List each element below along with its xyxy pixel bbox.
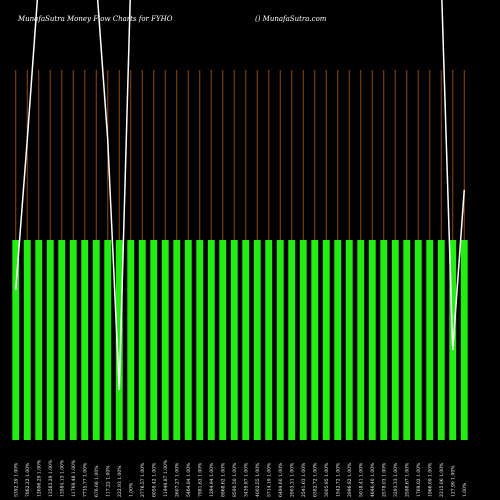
bar	[58, 240, 66, 440]
bar	[115, 240, 123, 440]
x-tick-label: 1294.94 1.00%	[209, 462, 215, 497]
bar	[357, 240, 365, 440]
x-tick-label: 5018.41 1.00%	[358, 462, 364, 497]
x-tick-label: 5392.39 1.00%	[13, 462, 19, 497]
x-tick-label: 13584.13 1.00%	[59, 459, 65, 497]
bar	[299, 240, 307, 440]
x-tick-label: 2776.57 1.00%	[140, 462, 146, 497]
x-tick-label: 11949.87 1.00%	[163, 459, 169, 497]
x-tick-label: 8590.50 1.00%	[232, 462, 238, 497]
x-tick-label: 12696.29 1.00%	[36, 459, 42, 497]
x-tick-label: 127.99 1.00%	[450, 465, 456, 497]
bar	[150, 240, 158, 440]
x-tick-label: 6059.42 1.00%	[151, 462, 157, 497]
x-labels: 5392.39 1.00% 7862.22 1.00% 12696.29 1.00%…	[13, 459, 468, 497]
bar	[391, 240, 399, 440]
bar	[276, 240, 284, 440]
x-tick-label: 2607.27 1.00%	[174, 462, 180, 497]
chart-title: MunafaSutra Money Flow Charts for FYHO	[17, 15, 173, 23]
x-tick-label: 1542.72 1.00%	[335, 462, 341, 497]
bar	[322, 240, 330, 440]
bar	[403, 240, 411, 440]
bar	[253, 240, 261, 440]
bar	[460, 240, 468, 440]
bar	[380, 240, 388, 440]
bar	[207, 240, 215, 440]
bar	[368, 240, 376, 440]
bar	[414, 240, 422, 440]
bar	[81, 240, 89, 440]
bar	[138, 240, 146, 440]
x-tick-label: 222.93 1.00%	[117, 465, 123, 497]
x-tick-label: 676.68 1.00%	[94, 465, 100, 497]
x-tick-label: 2315.06 1.00%	[439, 462, 445, 497]
bar	[184, 240, 192, 440]
x-tick-label: 6382.72 1.00%	[312, 462, 318, 497]
bars	[12, 240, 468, 440]
x-tick-label: 2903.31 1.00%	[289, 462, 295, 497]
bar	[161, 240, 169, 440]
bar	[12, 240, 20, 440]
bar	[437, 240, 445, 440]
x-tick-label: 2541.63 1.00%	[301, 462, 307, 497]
bar	[196, 240, 204, 440]
x-tick-label: 6494.60 1.00%	[278, 462, 284, 497]
x-tick-label: 1.00%	[462, 482, 468, 497]
x-tick-label: 7981.63 1.00%	[197, 462, 203, 497]
x-tick-label: 13583.29 1.00%	[48, 459, 54, 497]
x-tick-label: 2996.82 1.00%	[347, 462, 353, 497]
x-tick-label: 11769.48 1.00%	[71, 459, 77, 497]
x-tick-label: 1.00%	[128, 482, 134, 497]
x-tick-label: 4002.55 1.00%	[255, 462, 261, 497]
x-tick-label: 1966.09 1.00%	[427, 462, 433, 497]
bar	[311, 240, 319, 440]
x-tick-label: 3005.95 1.00%	[324, 462, 330, 497]
x-tick-label: 117.22 1.00%	[105, 465, 111, 497]
bar	[345, 240, 353, 440]
x-tick-label: 2578.03 1.00%	[381, 462, 387, 497]
bar	[127, 240, 135, 440]
x-tick-label: 4646.40 1.00%	[370, 462, 376, 497]
bar	[173, 240, 181, 440]
bar	[69, 240, 77, 440]
x-tick-label: 5714.19 1.00%	[266, 462, 272, 497]
bar	[265, 240, 273, 440]
bar	[230, 240, 238, 440]
bar	[242, 240, 250, 440]
x-tick-label: 5464.84 1.00%	[186, 462, 192, 497]
bar	[219, 240, 227, 440]
x-tick-label: 7862.22 1.00%	[25, 462, 31, 497]
x-tick-label: 1769.02 1.00%	[416, 462, 422, 497]
bar	[46, 240, 54, 440]
bar	[288, 240, 296, 440]
bar	[426, 240, 434, 440]
bar	[35, 240, 43, 440]
x-tick-label: 3293.33 1.00%	[393, 462, 399, 497]
chart-subtitle: () MunafaSutra.com	[255, 15, 327, 23]
bar	[104, 240, 112, 440]
x-tick-label: 7735.77 1.00%	[82, 462, 88, 497]
bar	[92, 240, 100, 440]
x-tick-label: 8968.62 1.00%	[220, 462, 226, 497]
x-tick-label: 2598.67 1.00%	[404, 462, 410, 497]
bar	[334, 240, 342, 440]
x-tick-label: 3439.87 1.00%	[243, 462, 249, 497]
bar	[23, 240, 31, 440]
